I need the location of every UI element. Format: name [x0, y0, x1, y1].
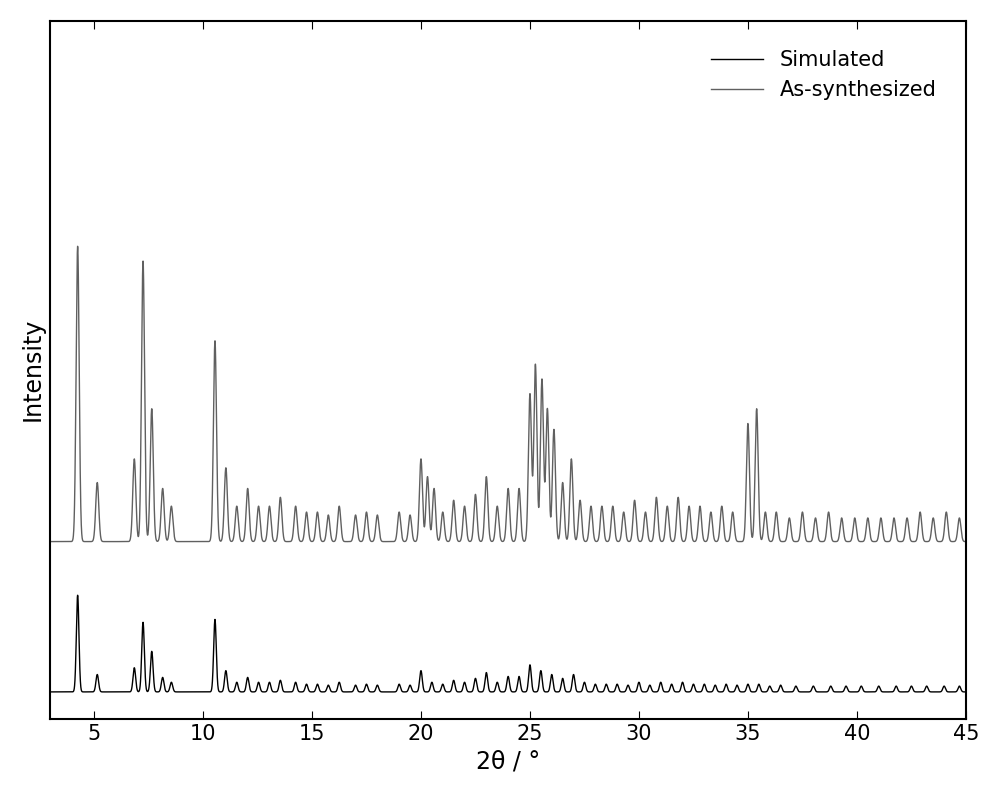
- Line: As-synthesized: As-synthesized: [50, 246, 966, 542]
- As-synthesized: [632, 534, 644, 544]
- Simulated: [700, 684, 712, 693]
- Line: Simulated: Simulated: [50, 596, 966, 692]
- As-synthesized: [273, 515, 285, 524]
- Simulated: [960, 687, 972, 696]
- As-synthesized: [901, 514, 913, 523]
- Y-axis label: Intensity: Intensity: [21, 318, 45, 422]
- Simulated: [44, 687, 56, 696]
- As-synthesized: [700, 537, 712, 546]
- As-synthesized: [44, 537, 56, 546]
- As-synthesized: [598, 525, 610, 534]
- As-synthesized: [72, 241, 84, 251]
- Simulated: [598, 685, 610, 695]
- Simulated: [901, 687, 913, 696]
- Simulated: [632, 679, 644, 688]
- As-synthesized: [960, 537, 972, 546]
- Legend: Simulated, As-synthesized: Simulated, As-synthesized: [703, 41, 945, 109]
- Simulated: [477, 685, 489, 695]
- Simulated: [273, 683, 285, 692]
- As-synthesized: [477, 526, 489, 536]
- X-axis label: 2θ / °: 2θ / °: [476, 750, 540, 773]
- Simulated: [72, 591, 84, 600]
